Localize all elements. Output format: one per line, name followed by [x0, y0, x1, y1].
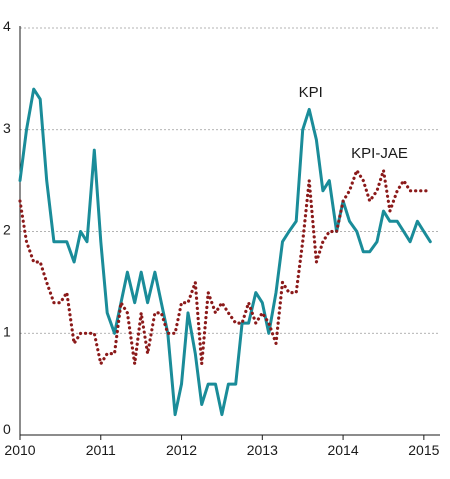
- grid-lines: [20, 27, 440, 334]
- y-tick-label-0: 0: [3, 421, 11, 437]
- series-label-kpi-jae: KPI-JAE: [351, 145, 408, 162]
- y-axis-ticks: 0 1 2 3 4: [3, 18, 11, 437]
- x-tick-label-2014: 2014: [327, 442, 358, 458]
- y-tick-label-3: 3: [3, 120, 11, 136]
- y-tick-label-1: 1: [3, 323, 11, 339]
- x-axis-ticks: 2010 2011 2012 2013 2014 2015: [4, 435, 440, 458]
- x-tick-label-2013: 2013: [247, 442, 278, 458]
- x-tick-label-2010: 2010: [4, 442, 35, 458]
- series-labels: KPI KPI-JAE: [299, 84, 408, 162]
- x-tick-label-2011: 2011: [86, 442, 116, 458]
- series-lines: [18, 87, 432, 417]
- x-tick-label-2015: 2015: [408, 442, 439, 458]
- axes: [19, 26, 440, 436]
- series-line-kpi-jae: [18, 168, 432, 366]
- series-line-kpi: [18, 87, 432, 417]
- y-tick-label-2: 2: [3, 222, 11, 238]
- series-label-kpi: KPI: [299, 84, 323, 101]
- y-tick-label-4: 4: [3, 18, 11, 34]
- x-tick-label-2012: 2012: [166, 442, 197, 458]
